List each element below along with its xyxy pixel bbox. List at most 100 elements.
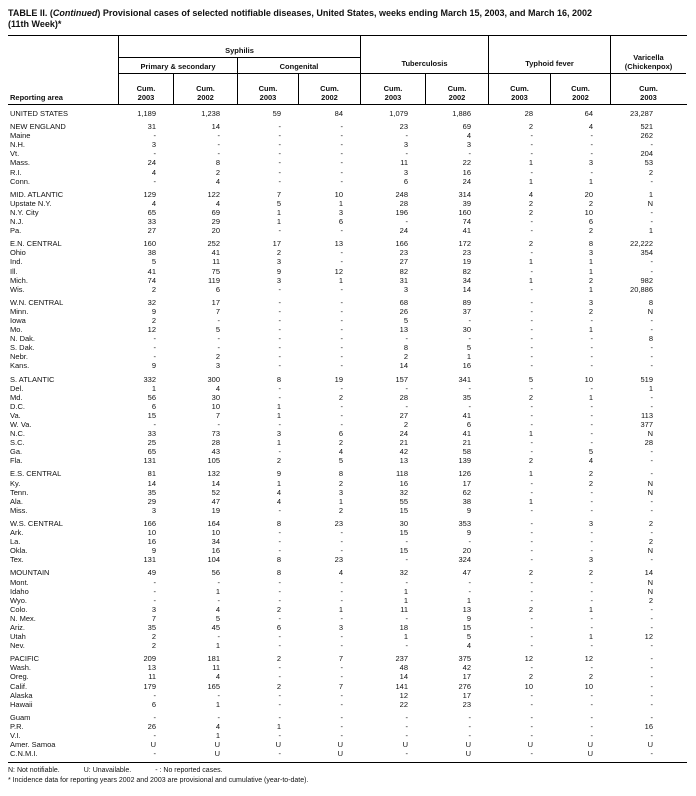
value-cell: - xyxy=(153,343,157,353)
value-cell: 4 xyxy=(215,672,220,682)
value-cell: - xyxy=(590,613,594,623)
value-cell: 1,079 xyxy=(389,109,408,118)
value-cell: - xyxy=(530,537,534,547)
reporting-area-cell: Nev. xyxy=(10,641,25,651)
value-cell: - xyxy=(530,712,534,722)
value-cell: - xyxy=(278,699,282,709)
table-row: Pa. 27 20 - - 24 41 - 2 1 xyxy=(8,226,687,235)
value-cell: 3 xyxy=(403,284,408,294)
value-cell: - xyxy=(590,429,594,439)
value-cell: - xyxy=(153,176,157,186)
value-cell: - xyxy=(405,401,409,411)
value-cell: 2 xyxy=(338,438,343,448)
value-cell: 28 xyxy=(399,198,408,208)
reporting-area-cell: Fla. xyxy=(10,456,23,466)
value-cell: - xyxy=(530,352,534,362)
value-cell: - xyxy=(278,325,282,335)
value-cell: - xyxy=(340,167,344,177)
value-cell: 13 xyxy=(147,663,156,673)
value-cell: - xyxy=(650,528,654,538)
value-cell: 314 xyxy=(458,189,471,199)
value-cell: 1 xyxy=(215,731,220,740)
value-cell: 7 xyxy=(338,681,343,691)
value-cell: - xyxy=(217,149,221,159)
table-row: Wash. 13 11 - - 48 42 - - - xyxy=(8,663,687,672)
value-cell: 1 xyxy=(588,392,593,402)
value-cell: 129 xyxy=(143,189,156,199)
value-cell: - xyxy=(340,226,344,236)
value-cell: - xyxy=(278,334,282,344)
reporting-area-cell: Ga. xyxy=(10,447,23,457)
value-cell: 6 xyxy=(276,622,281,632)
value-cell: 1 xyxy=(588,325,593,335)
value-cell: 2 xyxy=(338,392,343,402)
value-cell: - xyxy=(278,731,282,740)
value-cell: 1,238 xyxy=(201,109,220,118)
value-cell: 42 xyxy=(399,447,408,457)
value-cell: U xyxy=(527,740,533,750)
value-cell: 6 xyxy=(466,420,471,429)
value-cell: 13 xyxy=(334,239,343,249)
value-cell: 8 xyxy=(276,518,281,528)
value-cell: 13 xyxy=(399,456,408,466)
reporting-area-cell: Conn. xyxy=(10,176,31,186)
value-cell: 2 xyxy=(588,568,593,578)
value-cell: 30 xyxy=(399,518,408,528)
value-cell: 10 xyxy=(524,681,533,691)
value-cell: 28 xyxy=(644,438,653,448)
value-cell: 5 xyxy=(588,447,593,457)
value-cell: 3 xyxy=(588,248,593,258)
table-row: Alaska - - - - 12 17 - - - xyxy=(8,691,687,700)
value-cell: - xyxy=(590,537,594,547)
value-cell: - xyxy=(405,613,409,623)
value-cell: 2 xyxy=(403,420,408,429)
value-cell: - xyxy=(590,663,594,673)
value-cell: - xyxy=(650,496,654,506)
value-cell: 11 xyxy=(400,158,408,168)
value-cell: 74 xyxy=(462,217,471,227)
value-cell: 4 xyxy=(276,496,281,506)
value-cell: - xyxy=(650,352,654,362)
value-cell: 2 xyxy=(528,456,533,466)
value-cell: - xyxy=(278,352,282,362)
value-cell: 2 xyxy=(588,306,593,316)
value-cell: U xyxy=(465,749,471,759)
table-title-line1: TABLE II. (Continued) Provisional cases … xyxy=(8,8,687,19)
value-cell: - xyxy=(590,352,594,362)
value-cell: 179 xyxy=(143,681,156,691)
value-cell: 13 xyxy=(462,604,471,614)
value-cell: 519 xyxy=(640,374,653,384)
value-cell: - xyxy=(153,586,157,596)
value-cell: - xyxy=(530,595,534,605)
value-cell: - xyxy=(153,149,157,159)
value-cell: 6 xyxy=(215,284,220,294)
value-cell: - xyxy=(590,505,594,515)
value-cell: - xyxy=(530,699,534,709)
table-group: UNITED STATES 1,189 1,238 59 84 1,079 1,886 28 6… xyxy=(8,109,687,118)
value-cell: 27 xyxy=(399,410,408,420)
value-cell: 15 xyxy=(399,546,408,556)
value-cell: 3 xyxy=(151,604,156,614)
value-cell: N xyxy=(647,198,653,208)
value-cell: 4 xyxy=(215,198,220,208)
value-cell: 1 xyxy=(588,284,593,294)
value-cell: 3 xyxy=(151,140,156,150)
value-cell: 982 xyxy=(640,275,653,285)
value-cell: N xyxy=(647,577,653,587)
value-cell: - xyxy=(590,149,594,159)
value-cell: - xyxy=(340,352,344,362)
value-cell: - xyxy=(650,654,654,664)
value-cell: - xyxy=(153,749,157,759)
value-cell: - xyxy=(153,352,157,362)
value-cell: 23 xyxy=(462,699,471,709)
value-cell: - xyxy=(530,420,534,429)
value-cell: - xyxy=(340,537,344,547)
value-cell: - xyxy=(278,505,282,515)
value-cell: 26 xyxy=(147,721,156,731)
table-row: E.N. CENTRAL 160 252 17 13 166 172 2 8 22,222 xyxy=(8,239,687,248)
value-cell: - xyxy=(340,361,344,371)
value-cell: 12 xyxy=(147,325,156,335)
value-cell: - xyxy=(340,140,344,150)
value-cell: - xyxy=(590,401,594,411)
value-cell: 6 xyxy=(588,217,593,227)
